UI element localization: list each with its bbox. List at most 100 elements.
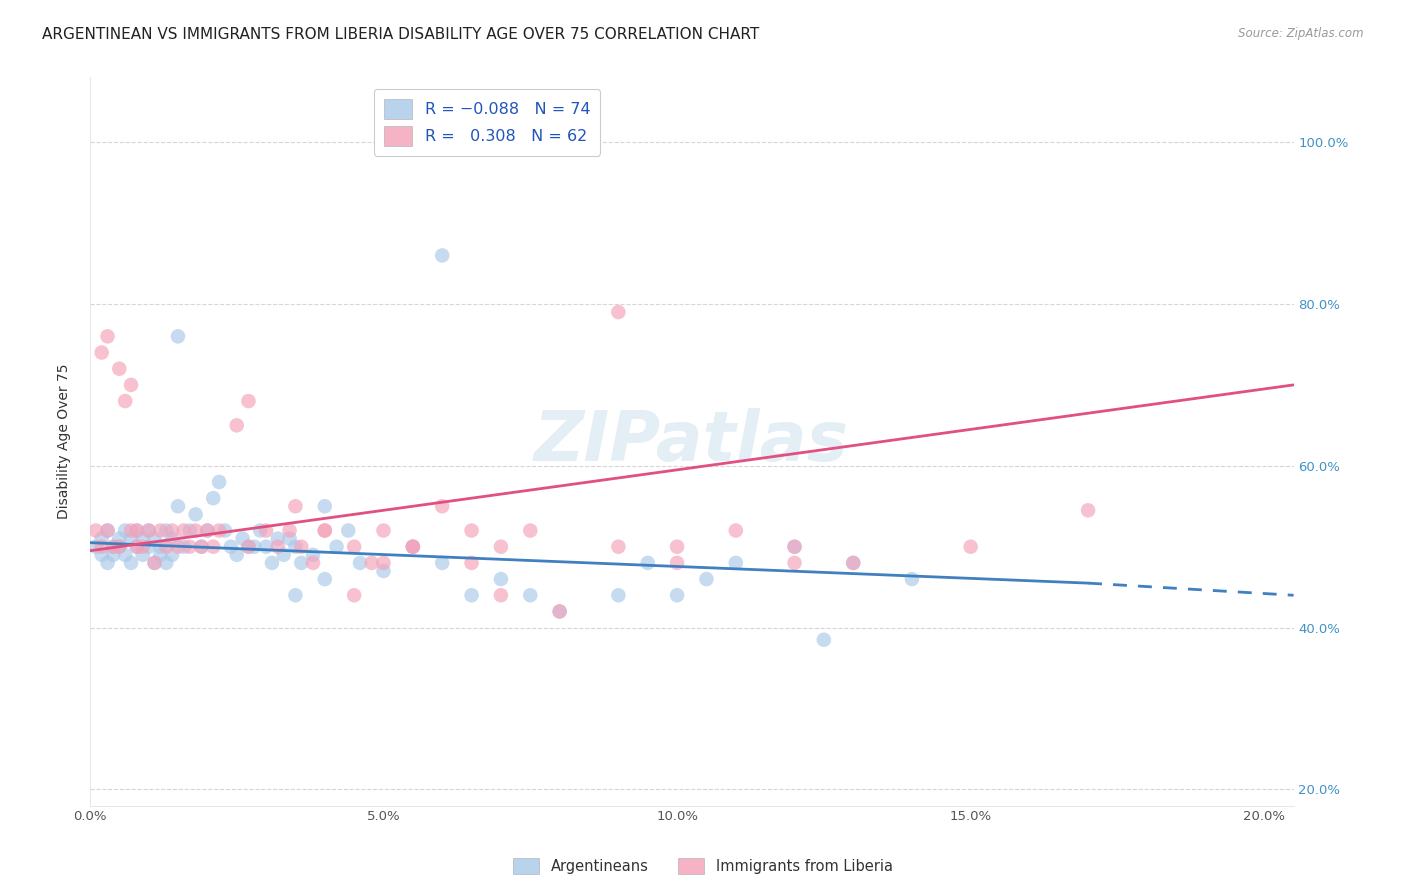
Text: ARGENTINEAN VS IMMIGRANTS FROM LIBERIA DISABILITY AGE OVER 75 CORRELATION CHART: ARGENTINEAN VS IMMIGRANTS FROM LIBERIA D… — [42, 27, 759, 42]
Point — [155, 540, 177, 554]
Point — [195, 524, 218, 538]
Point — [138, 524, 160, 538]
Point — [254, 524, 277, 538]
Point — [243, 540, 266, 554]
Point — [96, 556, 118, 570]
Point — [184, 524, 207, 538]
Point — [349, 556, 371, 570]
Point — [108, 540, 131, 554]
Point — [108, 361, 131, 376]
Point — [666, 588, 689, 602]
Point — [238, 540, 260, 554]
Point — [337, 524, 360, 538]
Point — [666, 556, 689, 570]
Point — [432, 500, 454, 514]
Point — [125, 524, 148, 538]
Point — [267, 532, 290, 546]
Point — [302, 548, 325, 562]
Point — [132, 548, 155, 562]
Point — [373, 556, 395, 570]
Point — [90, 540, 112, 554]
Point — [489, 540, 512, 554]
Point — [179, 540, 201, 554]
Point — [273, 548, 295, 562]
Point — [284, 540, 307, 554]
Point — [160, 532, 183, 546]
Point — [167, 329, 190, 343]
Point — [489, 572, 512, 586]
Point — [314, 500, 336, 514]
Point — [343, 588, 366, 602]
Point — [666, 540, 689, 554]
Point — [284, 588, 307, 602]
Point — [842, 556, 865, 570]
Point — [214, 524, 236, 538]
Point — [460, 524, 482, 538]
Point — [519, 524, 541, 538]
Point — [225, 548, 247, 562]
Point — [160, 548, 183, 562]
Point — [125, 540, 148, 554]
Point — [607, 305, 630, 319]
Point — [149, 548, 172, 562]
Point — [155, 524, 177, 538]
Point — [190, 540, 212, 554]
Point — [290, 540, 312, 554]
Point — [225, 418, 247, 433]
Point — [138, 524, 160, 538]
Point — [114, 548, 136, 562]
Point — [143, 532, 166, 546]
Point — [132, 540, 155, 554]
Point — [432, 556, 454, 570]
Point — [90, 548, 112, 562]
Point — [783, 540, 806, 554]
Point — [202, 540, 225, 554]
Point — [314, 524, 336, 538]
Point — [695, 572, 717, 586]
Point — [402, 540, 425, 554]
Point — [314, 524, 336, 538]
Point — [783, 556, 806, 570]
Y-axis label: Disability Age Over 75: Disability Age Over 75 — [58, 364, 72, 519]
Point — [489, 588, 512, 602]
Point — [314, 572, 336, 586]
Point — [783, 540, 806, 554]
Point — [402, 540, 425, 554]
Point — [637, 556, 659, 570]
Point — [284, 500, 307, 514]
Point — [155, 556, 177, 570]
Point — [254, 540, 277, 554]
Point — [290, 556, 312, 570]
Point — [302, 556, 325, 570]
Point — [90, 532, 112, 546]
Point — [343, 540, 366, 554]
Text: ZIPatlas: ZIPatlas — [534, 408, 849, 475]
Point — [84, 524, 107, 538]
Point — [901, 572, 924, 586]
Point — [195, 524, 218, 538]
Point — [238, 540, 260, 554]
Point — [402, 540, 425, 554]
Point — [208, 524, 231, 538]
Point — [460, 556, 482, 570]
Point — [108, 532, 131, 546]
Point — [373, 524, 395, 538]
Point — [114, 394, 136, 409]
Point — [432, 248, 454, 262]
Point — [125, 540, 148, 554]
Point — [360, 556, 382, 570]
Point — [96, 329, 118, 343]
Point — [160, 524, 183, 538]
Point — [548, 604, 571, 618]
Point — [278, 524, 301, 538]
Point — [167, 540, 190, 554]
Point — [267, 540, 290, 554]
Point — [120, 556, 142, 570]
Point — [125, 524, 148, 538]
Point — [219, 540, 242, 554]
Point — [607, 588, 630, 602]
Point — [202, 491, 225, 505]
Point — [96, 524, 118, 538]
Legend: Argentineans, Immigrants from Liberia: Argentineans, Immigrants from Liberia — [508, 852, 898, 880]
Point — [238, 394, 260, 409]
